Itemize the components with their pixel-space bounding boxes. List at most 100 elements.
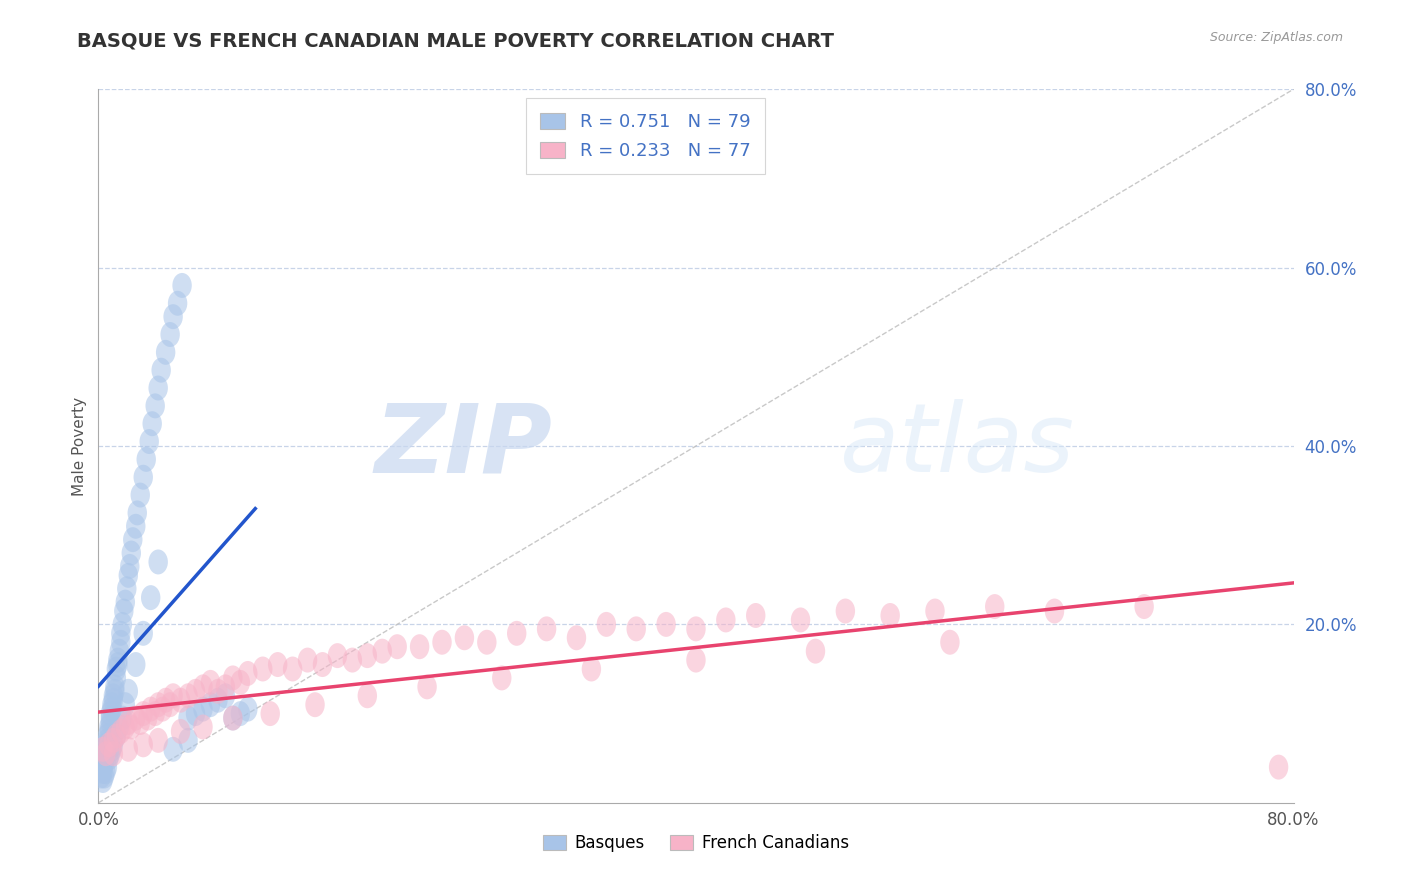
Ellipse shape [186, 679, 205, 704]
Ellipse shape [156, 340, 176, 365]
Ellipse shape [508, 621, 526, 646]
Ellipse shape [103, 737, 121, 762]
Ellipse shape [224, 706, 243, 731]
Ellipse shape [193, 674, 212, 699]
Ellipse shape [104, 732, 124, 757]
Ellipse shape [179, 706, 198, 731]
Ellipse shape [657, 612, 676, 637]
Ellipse shape [343, 648, 363, 673]
Ellipse shape [215, 674, 235, 699]
Ellipse shape [260, 701, 280, 726]
Ellipse shape [100, 746, 118, 771]
Ellipse shape [142, 411, 162, 436]
Ellipse shape [179, 728, 198, 753]
Ellipse shape [93, 759, 112, 784]
Ellipse shape [108, 648, 128, 673]
Ellipse shape [172, 688, 190, 713]
Ellipse shape [107, 723, 127, 748]
Ellipse shape [127, 514, 145, 539]
Ellipse shape [193, 697, 212, 722]
Ellipse shape [1135, 594, 1154, 619]
Ellipse shape [806, 639, 825, 664]
Ellipse shape [101, 701, 120, 726]
Text: BASQUE VS FRENCH CANADIAN MALE POVERTY CORRELATION CHART: BASQUE VS FRENCH CANADIAN MALE POVERTY C… [77, 31, 834, 50]
Ellipse shape [103, 697, 121, 722]
Ellipse shape [231, 701, 250, 726]
Ellipse shape [596, 612, 616, 637]
Ellipse shape [114, 599, 134, 624]
Ellipse shape [121, 714, 141, 739]
Ellipse shape [149, 549, 167, 574]
Ellipse shape [357, 643, 377, 668]
Ellipse shape [107, 665, 127, 690]
Ellipse shape [115, 590, 135, 615]
Ellipse shape [100, 714, 118, 739]
Ellipse shape [93, 737, 112, 762]
Ellipse shape [94, 764, 114, 789]
Ellipse shape [141, 585, 160, 610]
Ellipse shape [118, 737, 138, 762]
Ellipse shape [269, 652, 287, 677]
Ellipse shape [124, 527, 142, 552]
Ellipse shape [104, 741, 124, 766]
Ellipse shape [93, 768, 112, 793]
Ellipse shape [163, 683, 183, 708]
Ellipse shape [582, 657, 602, 681]
Ellipse shape [149, 692, 167, 717]
Ellipse shape [454, 625, 474, 650]
Ellipse shape [127, 652, 145, 677]
Ellipse shape [163, 304, 183, 329]
Ellipse shape [94, 746, 114, 771]
Text: atlas: atlas [839, 400, 1074, 492]
Ellipse shape [208, 688, 228, 713]
Ellipse shape [145, 701, 165, 726]
Ellipse shape [138, 706, 157, 731]
Ellipse shape [94, 750, 114, 775]
Ellipse shape [104, 688, 124, 713]
Ellipse shape [627, 616, 645, 641]
Ellipse shape [193, 714, 212, 739]
Ellipse shape [224, 706, 243, 731]
Ellipse shape [492, 665, 512, 690]
Ellipse shape [880, 603, 900, 628]
Ellipse shape [149, 728, 167, 753]
Ellipse shape [305, 692, 325, 717]
Ellipse shape [101, 741, 120, 766]
Ellipse shape [328, 643, 347, 668]
Ellipse shape [97, 728, 117, 753]
Ellipse shape [104, 728, 124, 753]
Ellipse shape [120, 554, 139, 579]
Ellipse shape [108, 652, 128, 677]
Ellipse shape [100, 719, 118, 744]
Ellipse shape [97, 755, 117, 780]
Ellipse shape [91, 764, 111, 789]
Ellipse shape [96, 741, 115, 766]
Ellipse shape [835, 599, 855, 624]
Ellipse shape [96, 732, 115, 757]
Ellipse shape [747, 603, 765, 628]
Ellipse shape [111, 630, 131, 655]
Legend: Basques, French Canadians: Basques, French Canadians [537, 828, 855, 859]
Ellipse shape [238, 661, 257, 686]
Ellipse shape [105, 674, 125, 699]
Ellipse shape [186, 701, 205, 726]
Ellipse shape [134, 732, 153, 757]
Ellipse shape [134, 465, 153, 490]
Text: Source: ZipAtlas.com: Source: ZipAtlas.com [1209, 31, 1343, 45]
Ellipse shape [411, 634, 429, 659]
Ellipse shape [238, 697, 257, 722]
Ellipse shape [686, 616, 706, 641]
Ellipse shape [128, 500, 148, 525]
Ellipse shape [172, 719, 190, 744]
Ellipse shape [163, 737, 183, 762]
Ellipse shape [477, 630, 496, 655]
Ellipse shape [388, 634, 406, 659]
Ellipse shape [127, 706, 145, 731]
Ellipse shape [167, 291, 187, 316]
Ellipse shape [357, 683, 377, 708]
Ellipse shape [96, 737, 115, 762]
Ellipse shape [373, 639, 392, 664]
Ellipse shape [418, 674, 437, 699]
Ellipse shape [104, 683, 124, 708]
Ellipse shape [131, 710, 150, 735]
